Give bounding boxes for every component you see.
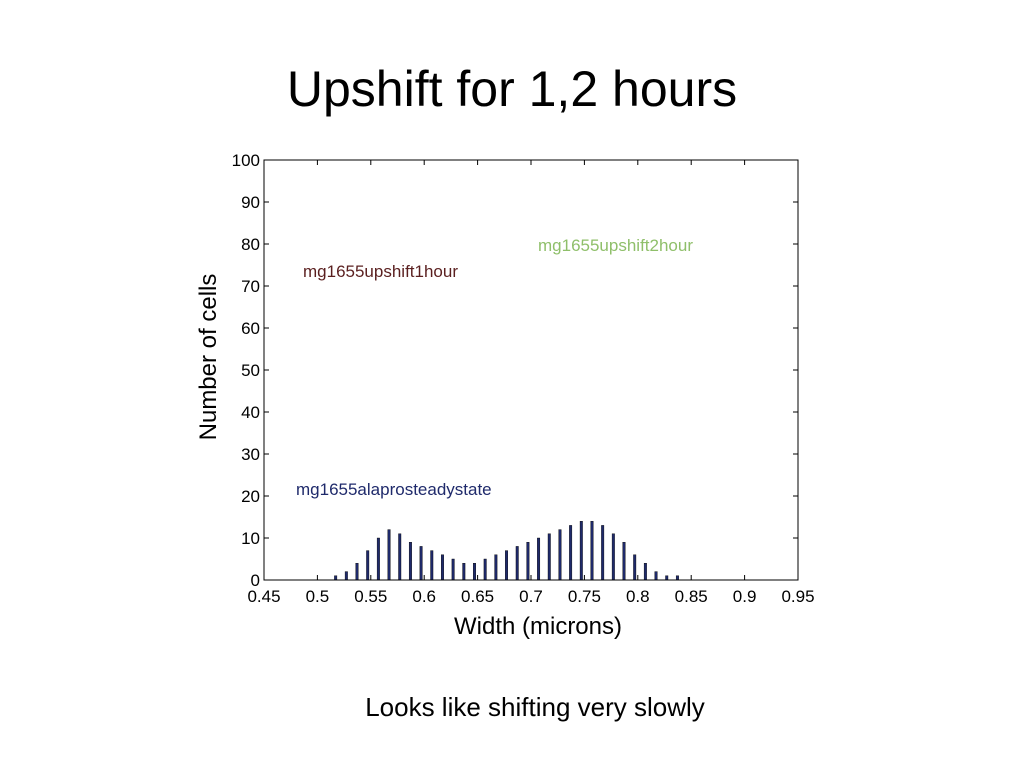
bar-series0-31 bbox=[665, 575, 669, 581]
ticks-group: 0.45 0.5 0.55 0.6 0.65 0.7 0.75 0.8 0.85 0.9 0.95 0… bbox=[232, 151, 815, 606]
bar-series0-22 bbox=[569, 525, 573, 581]
bar-series0-3 bbox=[366, 550, 370, 581]
bar-series0-6 bbox=[398, 533, 402, 581]
y-tick-label: 10 bbox=[241, 529, 260, 548]
x-tick-label: 0.55 bbox=[354, 587, 387, 606]
bars-group bbox=[334, 521, 679, 581]
bar-series0-21 bbox=[558, 529, 562, 581]
bar-series0-4 bbox=[376, 537, 380, 581]
y-tick-label: 80 bbox=[241, 235, 260, 254]
bar-series0-13 bbox=[473, 563, 476, 581]
bar-series0-0 bbox=[334, 575, 338, 581]
bar-series0-28 bbox=[633, 554, 637, 581]
bar-series0-5 bbox=[387, 529, 391, 581]
y-tick-label: 50 bbox=[241, 361, 260, 380]
bar-series0-7 bbox=[408, 542, 412, 581]
y-tick-label: 30 bbox=[241, 445, 260, 464]
bar-series0-24 bbox=[590, 521, 594, 581]
bar-series0-11 bbox=[451, 558, 455, 581]
x-tick-label: 0.8 bbox=[626, 587, 650, 606]
y-tick-label: 20 bbox=[241, 487, 260, 506]
y-tick-label: 100 bbox=[232, 151, 260, 170]
series-label-upshift1hour: mg1655upshift1hour bbox=[303, 262, 458, 281]
bar-series0-14 bbox=[483, 558, 487, 581]
bar-series0-23 bbox=[579, 521, 583, 581]
x-axis-label: Width (microns) bbox=[454, 613, 622, 640]
bar-series0-32 bbox=[675, 575, 679, 581]
x-tick-label: 0.75 bbox=[568, 587, 601, 606]
bar-series0-26 bbox=[611, 533, 615, 581]
x-tick-label: 0.95 bbox=[781, 587, 814, 606]
x-tick-label: 0.6 bbox=[412, 587, 436, 606]
bar-series0-25 bbox=[601, 525, 605, 581]
bar-series0-15 bbox=[494, 554, 498, 581]
y-tick-label: 90 bbox=[241, 193, 260, 212]
bar-series0-30 bbox=[654, 571, 658, 581]
series-label-upshift2hour: mg1655upshift2hour bbox=[538, 236, 693, 255]
y-axis-label: Number of cells bbox=[195, 274, 222, 441]
bar-series0-18 bbox=[526, 542, 530, 581]
x-tick-label: 0.65 bbox=[461, 587, 494, 606]
y-tick-label: 0 bbox=[251, 571, 260, 590]
y-tick-label: 40 bbox=[241, 403, 260, 422]
y-tick-label: 60 bbox=[241, 319, 260, 338]
bar-series0-12 bbox=[462, 563, 466, 581]
x-tick-label: 0.5 bbox=[306, 587, 330, 606]
series-label-steadystate: mg1655alaprosteadystate bbox=[296, 480, 492, 499]
bar-series0-17 bbox=[515, 546, 519, 581]
bar-series0-29 bbox=[643, 563, 647, 581]
x-tick-label: 0.85 bbox=[675, 587, 708, 606]
plot-frame bbox=[263, 159, 799, 581]
slide-caption: Looks like shifting very slowly bbox=[365, 692, 705, 722]
bar-series0-2 bbox=[355, 563, 359, 581]
bar-series0-8 bbox=[419, 546, 423, 581]
bar-series0-16 bbox=[505, 550, 508, 581]
bar-series0-9 bbox=[430, 550, 434, 581]
bar-series0-19 bbox=[537, 537, 541, 581]
x-tick-label: 0.9 bbox=[733, 587, 757, 606]
x-tick-label: 0.7 bbox=[519, 587, 543, 606]
bar-series0-10 bbox=[441, 554, 444, 581]
bar-series0-1 bbox=[344, 571, 348, 581]
x-tick-label: 0.45 bbox=[247, 587, 280, 606]
y-tick-label: 70 bbox=[241, 277, 260, 296]
bar-series0-20 bbox=[547, 533, 551, 581]
bar-series0-27 bbox=[622, 542, 626, 581]
slide-title: Upshift for 1,2 hours bbox=[286, 61, 738, 117]
